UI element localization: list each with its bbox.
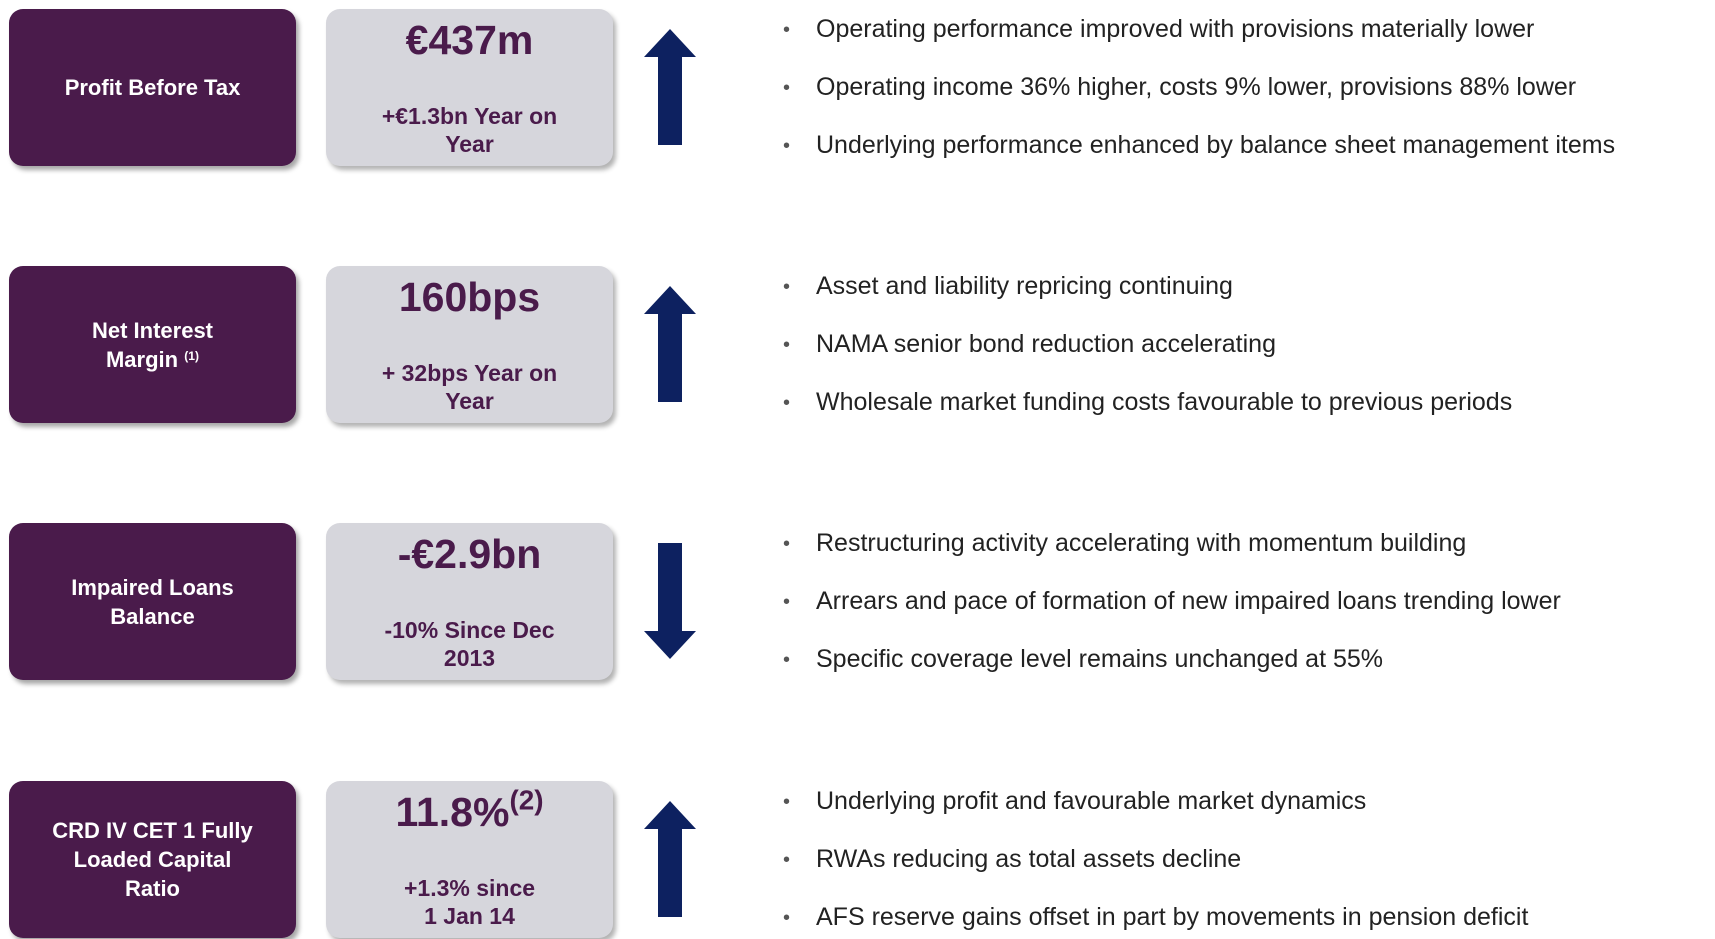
kpi-value: 11.8%(2) xyxy=(326,784,613,837)
arrow-shape xyxy=(644,543,696,659)
bullet-text: Specific coverage level remains unchange… xyxy=(816,645,1384,673)
label-line: Ratio xyxy=(125,874,180,903)
arrow-shape xyxy=(644,801,696,917)
label-text: Ratio xyxy=(125,876,180,901)
kpi-change: +€1.3bn Year on Year xyxy=(326,102,613,158)
label-line: Margin (1) xyxy=(106,345,199,374)
bullet-text: Asset and liability repricing continuing xyxy=(816,272,1233,300)
label-text: Impaired Loans xyxy=(71,574,234,600)
bullet-dot: • xyxy=(783,135,791,157)
value-text: €437m xyxy=(405,17,534,63)
label-line: Net Interest xyxy=(92,316,213,345)
change-line: + 32bps Year on xyxy=(381,360,558,386)
change-line: 2013 xyxy=(443,645,496,671)
label-text: Net Interest xyxy=(91,317,214,343)
bullet-text: Underlying profit and favourable market … xyxy=(816,787,1367,815)
kpi-row: Impaired Loans Balance -€2.9bn -10% Since D… xyxy=(0,523,1715,680)
bullet-dot: • xyxy=(783,791,791,813)
kpi-label: CRD IV CET 1 Fully Loaded Capital Ratio xyxy=(9,781,296,938)
bullet-text: NAMA senior bond reduction accelerating xyxy=(816,330,1276,358)
kpi-value-box: 160bps + 32bps Year on Year xyxy=(326,266,613,423)
kpi-value: -€2.9bn xyxy=(326,529,613,579)
kpi-value-box: 11.8%(2) +1.3% since 1 Jan 14 xyxy=(326,781,613,938)
bullet-dot: • xyxy=(783,649,791,671)
bullet-dot: • xyxy=(783,77,791,99)
bullet-dot: • xyxy=(783,591,791,613)
bullet-dot: • xyxy=(783,392,791,414)
bullet-text: AFS reserve gains offset in part by move… xyxy=(816,903,1529,931)
bullet-text: Arrears and pace of formation of new imp… xyxy=(816,587,1561,615)
label-line: Impaired Loans xyxy=(71,573,234,602)
bullet-text: Restructuring activity accelerating with… xyxy=(816,529,1467,557)
kpi-label: Net Interest Margin (1) xyxy=(9,266,296,423)
label-text: Loaded Capital xyxy=(73,847,232,872)
kpi-value: 160bps xyxy=(326,272,613,322)
value-text: 160bps xyxy=(398,274,541,320)
change-line: Year xyxy=(445,131,494,157)
label-line: CRD IV CET 1 Fully xyxy=(52,816,252,845)
value-text: 11.8% xyxy=(395,789,510,835)
kpi-value: €437m xyxy=(326,15,613,65)
bullet-dot: • xyxy=(783,334,791,356)
label-text: CRD IV CET 1 Fully xyxy=(52,818,253,843)
footnote-ref: (2) xyxy=(509,784,544,816)
change-line: 1 Jan 14 xyxy=(424,903,515,929)
kpi-change: -10% Since Dec 2013 xyxy=(326,616,613,672)
arrow-shape xyxy=(644,286,696,402)
bullet-dot: • xyxy=(783,849,791,871)
label-text: Margin xyxy=(105,346,179,372)
kpi-label: Profit Before Tax xyxy=(9,9,296,166)
kpi-label: Impaired Loans Balance xyxy=(9,523,296,680)
bullet-text: Underlying performance enhanced by balan… xyxy=(816,131,1616,159)
bullet-text: RWAs reducing as total assets decline xyxy=(816,845,1242,873)
change-line: -10% Since Dec xyxy=(384,617,555,643)
bullet-dot: • xyxy=(783,19,791,41)
trend-arrow xyxy=(644,29,696,145)
label-line: Loaded Capital xyxy=(74,845,232,874)
kpi-value-box: €437m +€1.3bn Year on Year xyxy=(326,9,613,166)
change-line: +€1.3bn Year on xyxy=(381,103,558,129)
footnote-ref: (1) xyxy=(184,348,200,363)
trend-arrow xyxy=(644,543,696,659)
bullet-text: Operating performance improved with prov… xyxy=(816,15,1535,43)
bullet-dot: • xyxy=(783,533,791,555)
bullet-text: Wholesale market funding costs favourabl… xyxy=(816,388,1513,416)
change-line: +1.3% since xyxy=(403,875,536,901)
kpi-change: +1.3% since 1 Jan 14 xyxy=(326,874,613,930)
bullet-text: Operating income 36% higher, costs 9% lo… xyxy=(816,73,1577,101)
kpi-row: Profit Before Tax €437m +€1.3bn Year on Yea… xyxy=(0,9,1715,166)
trend-arrow xyxy=(644,801,696,917)
value-text: -€2.9bn xyxy=(397,531,542,577)
trend-arrow xyxy=(644,286,696,402)
kpi-change: + 32bps Year on Year xyxy=(326,359,613,415)
kpi-row: CRD IV CET 1 Fully Loaded Capital Ratio 11.… xyxy=(0,781,1715,938)
label-line: Profit Before Tax xyxy=(65,73,241,102)
label-text: Balance xyxy=(110,603,195,629)
label-text: Profit Before Tax xyxy=(64,75,241,100)
bullet-dot: • xyxy=(783,276,791,298)
label-line: Balance xyxy=(110,602,194,631)
kpi-row: Net Interest Margin (1) 160bps + 32bps Year… xyxy=(0,266,1715,423)
change-line: Year xyxy=(445,388,494,414)
kpi-value-box: -€2.9bn -10% Since Dec 2013 xyxy=(326,523,613,680)
bullet-dot: • xyxy=(783,907,791,929)
arrow-shape xyxy=(644,29,696,145)
